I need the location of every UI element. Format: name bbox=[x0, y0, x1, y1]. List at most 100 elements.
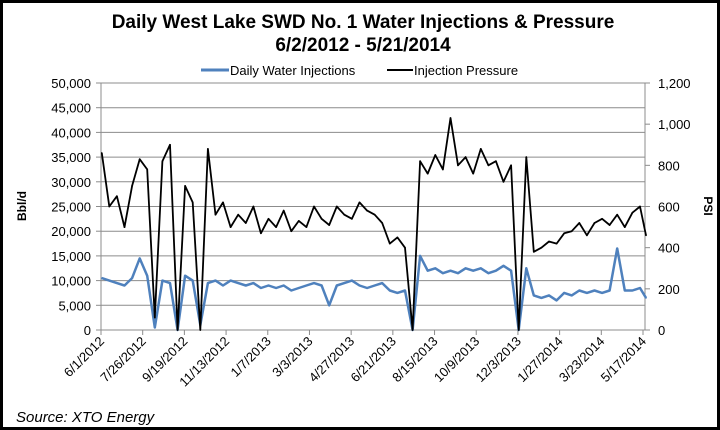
injection-pressure-point bbox=[616, 213, 619, 216]
water-injections-point bbox=[313, 282, 315, 284]
injection-pressure-point bbox=[464, 156, 467, 158]
water-injections-point bbox=[533, 294, 535, 297]
water-injections-point bbox=[472, 269, 474, 272]
y2-tick-label: 800 bbox=[658, 158, 680, 173]
water-injections-point bbox=[298, 287, 300, 289]
water-injections-point bbox=[343, 282, 346, 284]
injection-pressure-point bbox=[328, 224, 330, 226]
injection-pressure-point bbox=[419, 160, 421, 163]
water-injections-point bbox=[555, 299, 558, 302]
y-tick-label: 25,000 bbox=[51, 200, 91, 215]
injection-pressure-point bbox=[434, 154, 437, 156]
injection-pressure-point bbox=[570, 230, 573, 232]
water-injections-point bbox=[548, 294, 550, 297]
chart-title: Daily West Lake SWD No. 1 Water Injectio… bbox=[112, 12, 615, 33]
water-injections-point bbox=[645, 297, 647, 299]
water-injections-point bbox=[631, 289, 634, 292]
injection-pressure-series bbox=[100, 117, 647, 331]
y2-tick-label: 200 bbox=[658, 282, 680, 297]
y-tick-label: 50,000 bbox=[51, 76, 91, 91]
water-injections-point bbox=[146, 274, 149, 277]
water-injections-point bbox=[639, 287, 641, 289]
injection-pressure-point bbox=[123, 226, 126, 228]
injection-pressure-point bbox=[298, 220, 300, 222]
legend-label-water: Daily Water Injections bbox=[230, 63, 356, 78]
water-injections-point bbox=[184, 274, 186, 277]
injection-pressure-point bbox=[305, 226, 308, 228]
water-injections-point bbox=[290, 289, 293, 292]
water-injections-point bbox=[260, 287, 262, 289]
water-injections-point bbox=[351, 279, 353, 282]
water-injections-point bbox=[123, 284, 126, 287]
chart: Daily West Lake SWD No. 1 Water Injectio… bbox=[15, 12, 715, 426]
injection-pressure-point bbox=[631, 211, 634, 214]
injection-pressure-point bbox=[161, 160, 164, 163]
water-injections-point bbox=[525, 267, 528, 270]
water-injections-point bbox=[419, 255, 421, 257]
injection-pressure-point bbox=[229, 226, 232, 228]
chart-subtitle: 6/2/2012 - 5/21/2014 bbox=[275, 35, 451, 56]
water-injections-point bbox=[404, 289, 406, 292]
water-injections-point bbox=[487, 272, 490, 274]
water-injections-point bbox=[464, 267, 467, 270]
source-note: Source: XTO Energy bbox=[16, 409, 156, 426]
injection-pressure-point bbox=[548, 240, 550, 243]
y2-axis-title: PSI bbox=[701, 196, 715, 215]
injection-pressure-point bbox=[533, 250, 535, 253]
water-injections-point bbox=[244, 284, 247, 287]
y2-tick-label: 400 bbox=[658, 241, 680, 256]
water-injections-point bbox=[305, 284, 308, 287]
injection-pressure-point bbox=[495, 160, 497, 163]
injection-pressure-point bbox=[645, 234, 647, 237]
injection-pressure-point bbox=[275, 226, 277, 228]
injection-pressure-point bbox=[320, 218, 323, 220]
water-injections-point bbox=[267, 284, 270, 287]
water-injections-point bbox=[601, 292, 603, 294]
water-injections-point bbox=[389, 289, 391, 292]
y2-tick-label: 1,200 bbox=[658, 76, 691, 91]
water-injections-point bbox=[593, 289, 596, 292]
water-injections-point bbox=[457, 272, 459, 274]
water-injections-point bbox=[131, 277, 133, 279]
injection-pressure-point bbox=[525, 156, 528, 158]
series-lines bbox=[100, 117, 648, 332]
water-injections-point bbox=[479, 267, 482, 270]
water-injections-point bbox=[586, 292, 588, 294]
injection-pressure-point bbox=[131, 185, 133, 187]
water-injections-point bbox=[608, 289, 611, 292]
water-injections-point bbox=[616, 247, 619, 250]
water-injections-point bbox=[426, 269, 429, 272]
water-injections-point bbox=[252, 282, 255, 284]
injection-pressure-point bbox=[244, 222, 247, 224]
injection-pressure-point bbox=[222, 201, 224, 204]
injection-pressure-point bbox=[207, 148, 209, 150]
water-injections-line bbox=[101, 247, 648, 332]
injection-pressure-point bbox=[169, 143, 171, 146]
injection-pressure-line bbox=[100, 117, 647, 331]
water-injections-point bbox=[373, 284, 376, 287]
water-injections-point bbox=[624, 289, 626, 292]
x-axis: 6/1/20127/26/20129/19/201211/13/20121/7/… bbox=[61, 330, 649, 389]
water-injections-point bbox=[578, 289, 581, 292]
injection-pressure-point bbox=[457, 164, 459, 167]
injection-pressure-point bbox=[426, 172, 429, 175]
injection-pressure-point bbox=[472, 172, 474, 175]
legend-label-pressure: Injection Pressure bbox=[414, 63, 518, 78]
injection-pressure-point bbox=[191, 201, 194, 204]
injection-pressure-point bbox=[404, 246, 406, 249]
injection-pressure-point bbox=[184, 185, 186, 187]
injection-pressure-point bbox=[578, 222, 581, 224]
injection-pressure-point bbox=[100, 152, 103, 154]
injection-pressure-point bbox=[624, 226, 626, 228]
injection-pressure-point bbox=[608, 224, 611, 226]
injection-pressure-point bbox=[389, 242, 391, 245]
injection-pressure-point bbox=[252, 205, 255, 208]
water-injections-point bbox=[275, 287, 277, 289]
water-injections-point bbox=[207, 282, 209, 284]
water-injections-point bbox=[169, 282, 171, 284]
x-tick-label: 1/7/2013 bbox=[227, 334, 273, 380]
injection-pressure-point bbox=[116, 195, 118, 198]
water-injections-point bbox=[161, 279, 164, 282]
injection-pressure-point bbox=[214, 213, 217, 216]
